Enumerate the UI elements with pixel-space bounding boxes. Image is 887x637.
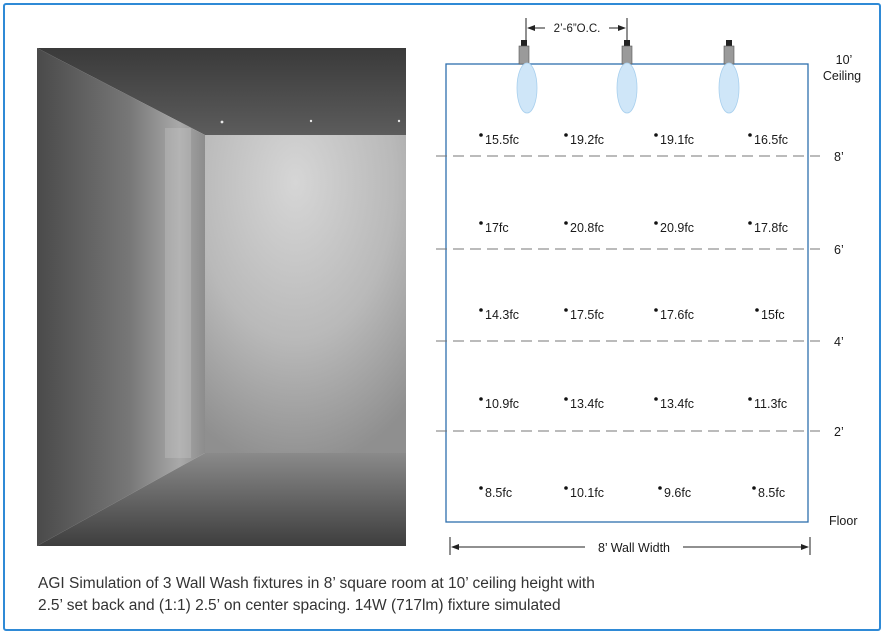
caption-line-1: AGI Simulation of 3 Wall Wash fixtures i… bbox=[38, 575, 595, 592]
caption-line-2: 2.5’ set back and (1:1) 2.5’ on center s… bbox=[38, 597, 561, 614]
illuminance-grid: 15.5fc 19.2fc 19.1fc 16.5fc 17fc 20.8fc … bbox=[479, 133, 788, 500]
reading: 19.2fc bbox=[570, 133, 604, 147]
spacing-dimension: 2’-6”O.C. bbox=[525, 18, 628, 40]
reading: 11.3fc bbox=[754, 397, 787, 411]
reading: 10.1fc bbox=[570, 486, 604, 500]
reading-row-5: 8.5fc 10.1fc 9.6fc 8.5fc bbox=[479, 486, 785, 500]
height-label-8ft: 8’ bbox=[834, 150, 844, 164]
reading: 17.5fc bbox=[570, 308, 604, 322]
fixture-3 bbox=[718, 40, 740, 114]
fixture-2 bbox=[616, 40, 638, 114]
height-gridlines bbox=[436, 155, 820, 432]
figure-caption: AGI Simulation of 3 Wall Wash fixtures i… bbox=[38, 573, 838, 617]
reading: 17.8fc bbox=[754, 221, 788, 235]
figure-frame bbox=[3, 3, 881, 631]
width-label: 8’ Wall Width bbox=[598, 541, 670, 555]
reading: 16.5fc bbox=[754, 133, 788, 147]
height-label-4ft: 4’ bbox=[834, 335, 844, 349]
reading: 14.3fc bbox=[485, 308, 519, 322]
reading: 13.4fc bbox=[570, 397, 604, 411]
reading: 9.6fc bbox=[664, 486, 691, 500]
reading: 17.6fc bbox=[660, 308, 694, 322]
reading: 13.4fc bbox=[660, 397, 694, 411]
width-dimension: 8’ Wall Width bbox=[449, 537, 811, 555]
reading: 10.9fc bbox=[485, 397, 519, 411]
beam-spread-1 bbox=[516, 62, 538, 114]
beam-spread-2 bbox=[616, 62, 638, 114]
height-label-floor: Floor bbox=[829, 514, 857, 528]
reading: 20.8fc bbox=[570, 221, 604, 235]
height-label-2ft: 2’ bbox=[834, 425, 844, 439]
fixture-1 bbox=[516, 40, 538, 114]
spacing-label: 2’-6”O.C. bbox=[554, 23, 601, 35]
reading-row-4: 10.9fc 13.4fc 13.4fc 11.3fc bbox=[479, 397, 787, 411]
reading: 17fc bbox=[485, 221, 509, 235]
reading-row-2: 17fc 20.8fc 20.9fc 17.8fc bbox=[479, 221, 788, 235]
height-label-6ft: 6’ bbox=[834, 243, 844, 257]
reading: 15fc bbox=[761, 308, 785, 322]
reading: 8.5fc bbox=[485, 486, 512, 500]
reading-row-1: 15.5fc 19.2fc 19.1fc 16.5fc bbox=[479, 133, 788, 147]
height-labels: 10’ Ceiling 8’ 6’ 4’ 2’ Floor bbox=[823, 53, 861, 528]
reading: 15.5fc bbox=[485, 133, 519, 147]
reading: 19.1fc bbox=[660, 133, 694, 147]
reading: 8.5fc bbox=[758, 486, 785, 500]
reading-row-3: 14.3fc 17.5fc 17.6fc 15fc bbox=[479, 308, 785, 322]
height-label-10ft: 10’ bbox=[836, 53, 853, 67]
reading: 20.9fc bbox=[660, 221, 694, 235]
beam-spread-3 bbox=[718, 62, 740, 114]
height-label-ceiling: Ceiling bbox=[823, 69, 861, 83]
room-render-image bbox=[37, 48, 406, 546]
